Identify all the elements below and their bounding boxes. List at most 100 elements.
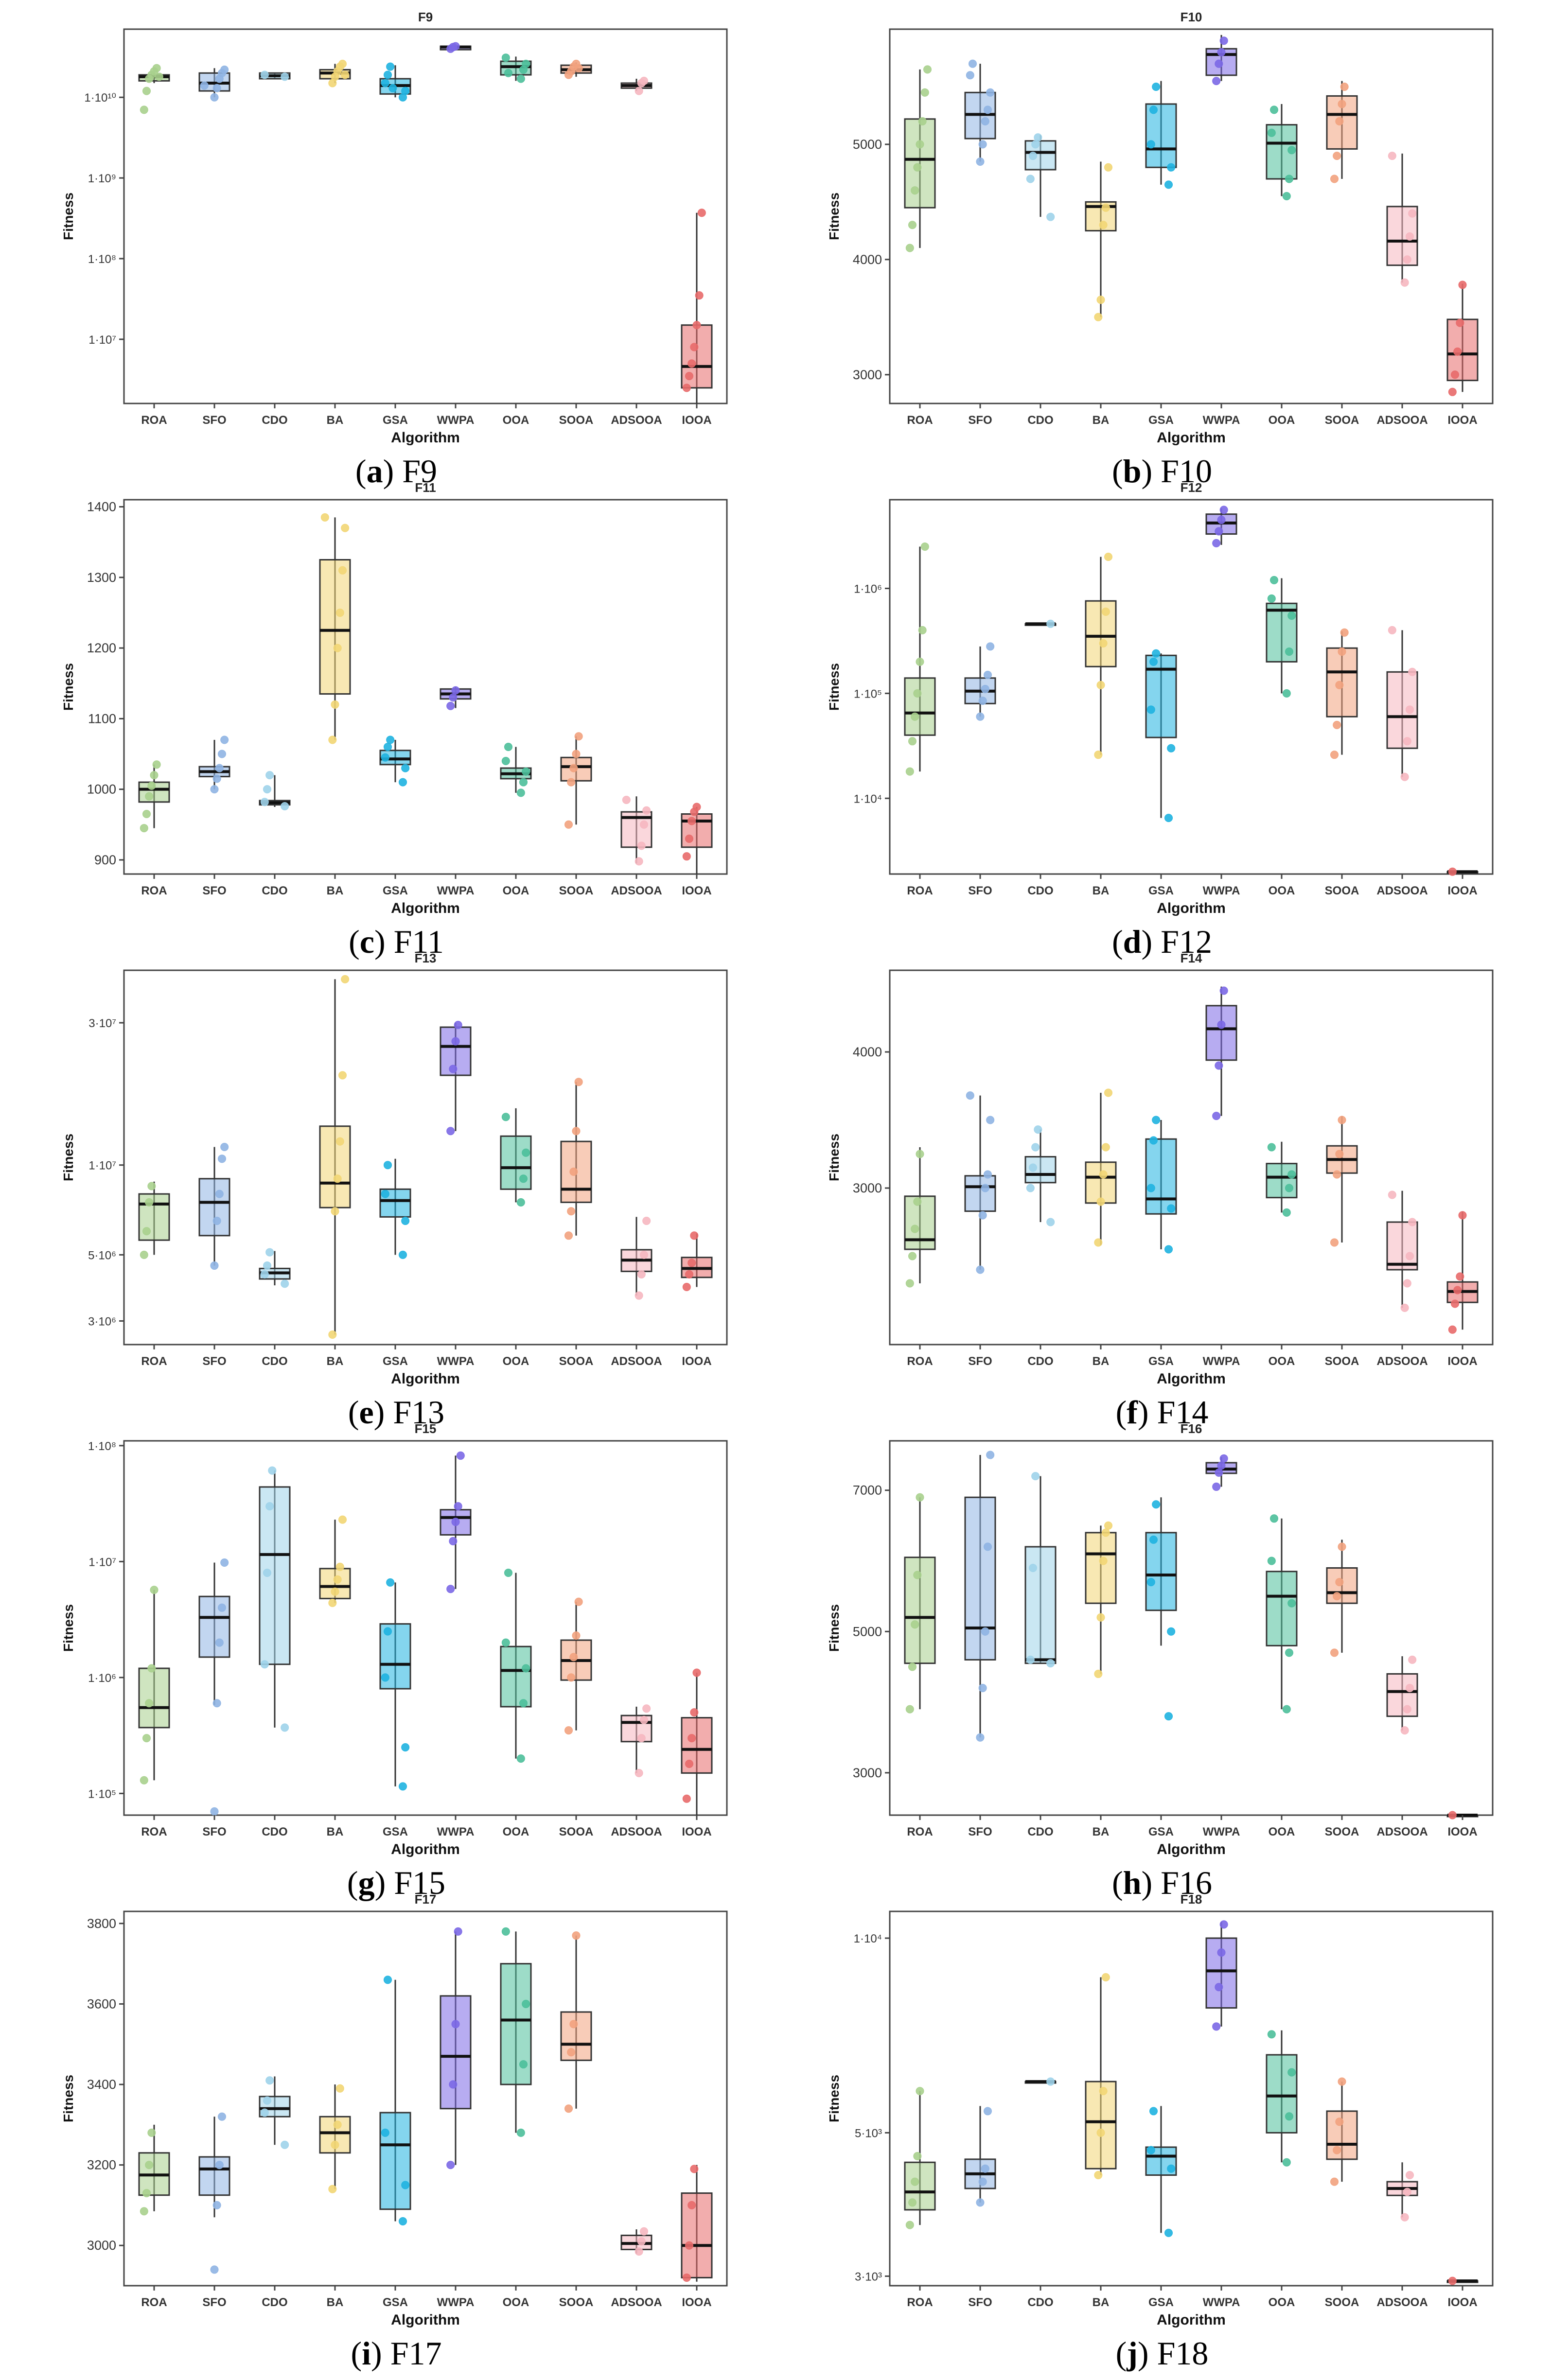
data-point <box>501 53 510 62</box>
data-point <box>984 1170 992 1179</box>
data-point <box>381 1673 389 1682</box>
box-wwpa <box>1205 35 1237 86</box>
panel-caption-name: F18 <box>1157 2335 1209 2372</box>
box-ooa <box>1266 1514 1298 1714</box>
data-point <box>634 1291 643 1300</box>
chart-svg: F16 3000 5000 7000 Fitness Algorithm ROA SFO CDO… <box>827 1421 1494 1857</box>
data-point <box>263 1261 271 1270</box>
data-point <box>1451 1299 1459 1308</box>
box-gsa <box>379 1976 411 2226</box>
box-roa <box>138 1586 170 1785</box>
chart-title: F15 <box>415 1421 437 1436</box>
y-axis-label: Fitness <box>61 2075 76 2122</box>
data-point <box>1167 2164 1176 2173</box>
data-point <box>908 2198 916 2207</box>
chart-title: F12 <box>1181 480 1202 495</box>
data-point <box>1099 2087 1108 2096</box>
x-tick-label: OOA <box>503 884 529 897</box>
data-point <box>1408 1218 1417 1226</box>
box-iqr <box>1326 647 1358 718</box>
data-point <box>454 1020 462 1029</box>
box-iqr <box>681 2192 713 2278</box>
data-point <box>145 792 154 801</box>
x-tick-label: BA <box>327 884 344 897</box>
chart-svg: F11 900 1000 1100 1200 1300 1400 Fitness Algorit… <box>61 480 728 916</box>
x-tick-label: SFO <box>968 2296 992 2309</box>
box-ooa <box>1266 2030 1298 2167</box>
data-point <box>399 1250 407 1259</box>
data-point <box>908 737 916 746</box>
data-point <box>1094 751 1103 759</box>
box-sfo <box>198 1142 230 1270</box>
data-point <box>386 735 395 744</box>
data-point <box>685 372 693 381</box>
y-tick-label: 900 <box>94 853 116 867</box>
data-point <box>916 2087 924 2096</box>
panel-caption: (b) F10 <box>1112 453 1212 490</box>
box-sfo <box>198 735 230 794</box>
x-tick-label: SFO <box>202 2296 226 2309</box>
data-point <box>1149 1136 1158 1145</box>
box-ooa <box>1266 576 1298 698</box>
data-point <box>1101 203 1110 212</box>
y-tick-label: 1·10⁷ <box>88 333 116 347</box>
data-point <box>449 693 458 702</box>
box-cdo <box>259 1248 291 1288</box>
data-point <box>976 157 985 166</box>
data-point <box>335 2084 344 2093</box>
box-wwpa <box>1205 986 1237 1120</box>
panel-caption: (c) F11 <box>349 923 444 960</box>
x-tick-label: IOOA <box>682 414 711 427</box>
x-tick-label: SFO <box>202 884 226 897</box>
data-point <box>147 1182 156 1190</box>
box-adsooa <box>1386 626 1418 781</box>
data-point <box>1287 1170 1296 1179</box>
x-tick-label: SOOA <box>559 1355 594 1368</box>
data-point <box>401 2181 410 2189</box>
y-tick-label: 1000 <box>87 782 116 797</box>
data-point <box>260 2108 269 2117</box>
panel-caption-name: F15 <box>394 1864 446 1901</box>
data-point <box>1152 82 1161 91</box>
data-point <box>1149 105 1158 114</box>
panel-caption: (g) F15 <box>347 1864 446 1901</box>
y-tick-label: 1200 <box>87 641 116 655</box>
chart-svg: F14 3000 4000 Fitness Algorithm ROA SFO CDO BA GS… <box>827 951 1494 1387</box>
x-tick-label: ADSOOA <box>1376 1355 1428 1368</box>
data-point <box>142 1227 151 1236</box>
panel-caption-name: F9 <box>402 453 438 490</box>
data-point <box>1167 1204 1176 1213</box>
y-tick-label: 5·10⁶ <box>88 1249 116 1262</box>
x-tick-label: CDO <box>262 414 287 427</box>
y-tick-label: 1·10⁷ <box>88 1159 116 1172</box>
data-point <box>981 1184 989 1192</box>
y-tick-label: 1400 <box>87 500 116 514</box>
data-point <box>263 1568 271 1577</box>
data-point <box>1026 1655 1035 1664</box>
box-ooa <box>500 1927 532 2137</box>
panel-caption: (j) F18 <box>1115 2335 1209 2372</box>
data-point <box>516 74 525 83</box>
y-tick-label: 1·10⁷ <box>88 1556 116 1569</box>
x-tick-label: IOOA <box>682 884 711 897</box>
box-ba <box>319 975 351 1339</box>
x-tick-label: ROA <box>907 1355 933 1368</box>
data-point <box>1219 36 1228 45</box>
data-point <box>682 1283 691 1292</box>
data-point <box>1340 82 1349 91</box>
chart-title: F14 <box>1181 951 1202 965</box>
y-tick-label: 1·10⁸ <box>88 253 116 266</box>
box-iqr <box>964 1496 996 1661</box>
data-point <box>1046 1218 1055 1226</box>
data-point <box>150 771 159 780</box>
data-point <box>1338 100 1346 108</box>
data-point <box>1219 1454 1228 1463</box>
data-point <box>446 701 455 710</box>
panel-caption-letter: i <box>362 2335 371 2372</box>
data-point <box>1026 1184 1035 1192</box>
chart-svg: F9 1·10⁷ 1·10⁸ 1·10⁹ 1·10¹⁰ Fitness Algorithm R… <box>61 10 728 446</box>
data-point <box>328 2185 337 2193</box>
panel-caption-name: F11 <box>393 923 444 960</box>
data-point <box>152 760 161 769</box>
